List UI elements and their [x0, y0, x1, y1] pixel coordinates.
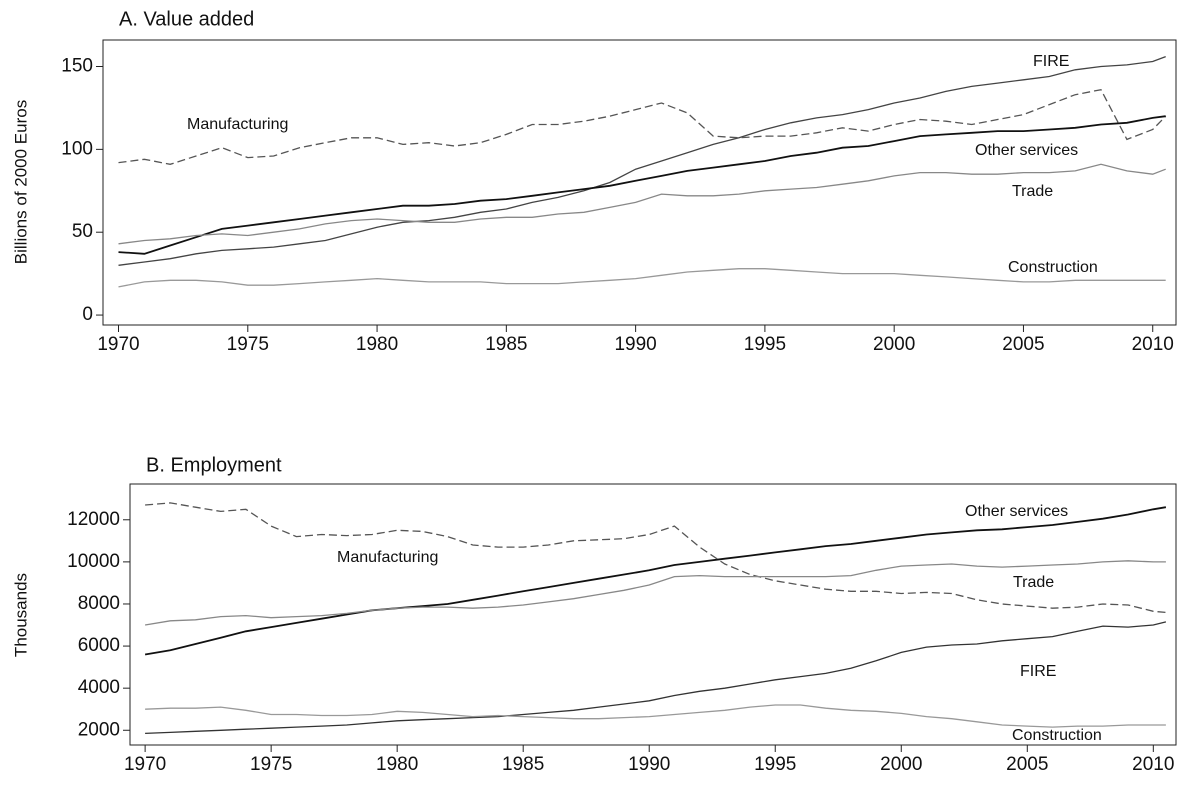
series-line: [145, 621, 1167, 735]
chart-title: A. Value added: [119, 8, 254, 30]
x-tick-label: 1985: [485, 334, 527, 355]
y-axis-label: Thousands: [11, 573, 30, 657]
series-line: [118, 163, 1166, 245]
series-line: [118, 88, 1167, 165]
chart-title: B. Employment: [146, 454, 282, 476]
y-tick-label: 50: [72, 221, 93, 242]
x-tick-label: 2000: [880, 754, 922, 775]
x-tick-label: 1975: [227, 334, 269, 355]
series-label: Trade: [1013, 574, 1054, 591]
y-tick-label: 2000: [78, 719, 120, 740]
series-line: [145, 704, 1166, 728]
series-line: [118, 115, 1166, 255]
y-tick-label: 12000: [67, 509, 120, 530]
x-tick-label: 1970: [97, 334, 139, 355]
x-tick-label: 1990: [614, 334, 656, 355]
x-tick-label: 2005: [1002, 334, 1044, 355]
x-tick-label: 1970: [124, 754, 166, 775]
series-line: [145, 502, 1166, 614]
x-tick-label: 1995: [744, 334, 786, 355]
series-label: Manufacturing: [337, 549, 438, 566]
series-label: FIRE: [1033, 53, 1069, 70]
plot-frame: [129, 483, 1177, 746]
y-tick-label: 4000: [78, 677, 120, 698]
series-label: FIRE: [1020, 663, 1056, 680]
y-tick-label: 100: [61, 138, 93, 159]
y-tick-label: 6000: [78, 635, 120, 656]
y-axis-label: Billions of 2000 Euros: [11, 100, 30, 264]
y-tick-label: 8000: [78, 593, 120, 614]
series-line: [144, 506, 1167, 656]
series-label: Manufacturing: [187, 116, 288, 133]
y-tick-label: 150: [61, 56, 93, 77]
x-tick-label: 2000: [873, 334, 915, 355]
series-line: [118, 55, 1166, 266]
series-label: Construction: [1012, 727, 1102, 744]
series-label: Trade: [1012, 183, 1053, 200]
plot-frame: [102, 39, 1177, 326]
x-tick-label: 1975: [250, 754, 292, 775]
x-tick-label: 1990: [628, 754, 670, 775]
x-tick-label: 2005: [1006, 754, 1048, 775]
x-tick-label: 1995: [754, 754, 796, 775]
x-tick-label: 1980: [376, 754, 418, 775]
series-line: [118, 268, 1166, 288]
x-tick-label: 1985: [502, 754, 544, 775]
y-tick-label: 10000: [67, 551, 120, 572]
x-tick-label: 2010: [1132, 334, 1174, 355]
series-line: [144, 560, 1166, 626]
y-tick-label: 0: [82, 304, 93, 325]
series-label: Other services: [965, 503, 1068, 520]
x-tick-label: 2010: [1132, 754, 1174, 775]
x-tick-label: 1980: [356, 334, 398, 355]
series-label: Construction: [1008, 259, 1098, 276]
series-label: Other services: [975, 142, 1078, 159]
